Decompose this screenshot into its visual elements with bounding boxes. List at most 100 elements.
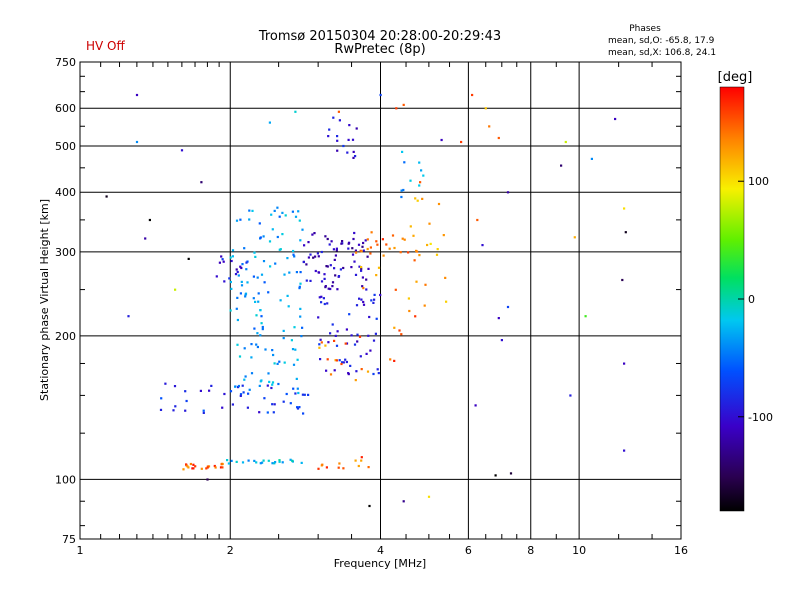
data-point (335, 249, 338, 252)
data-point (403, 238, 406, 241)
data-point (360, 456, 363, 459)
data-point (298, 285, 301, 288)
data-point (237, 274, 240, 277)
data-point (278, 248, 281, 251)
data-point (623, 449, 626, 452)
data-point (338, 359, 341, 362)
data-point (270, 213, 273, 216)
data-point (260, 273, 264, 276)
data-point (246, 406, 249, 409)
data-point (254, 300, 257, 303)
data-point (288, 271, 291, 274)
data-point (357, 464, 360, 468)
data-point (222, 260, 225, 263)
data-point (342, 144, 345, 148)
data-point (184, 409, 187, 412)
data-point (272, 411, 275, 414)
y-tick-label: 200 (55, 330, 76, 343)
data-point (253, 327, 256, 330)
data-point (416, 199, 419, 202)
data-point (324, 235, 327, 238)
data-point (333, 258, 336, 261)
data-point (309, 279, 312, 282)
data-point (292, 253, 295, 256)
data-point (289, 402, 292, 405)
data-point (317, 271, 321, 274)
data-point (291, 210, 294, 213)
data-point (367, 466, 370, 469)
data-point (393, 326, 396, 329)
data-point (424, 283, 427, 286)
data-point (348, 124, 351, 127)
data-point (317, 255, 320, 258)
data-point (283, 273, 286, 276)
data-point (259, 380, 262, 383)
data-point (229, 309, 232, 312)
data-point (370, 231, 373, 234)
data-point (366, 255, 369, 258)
data-point (254, 255, 257, 258)
data-point (444, 276, 447, 279)
data-point (336, 135, 339, 138)
chart-subtitle: RwPretec (8p) (334, 42, 425, 57)
data-point (400, 189, 403, 192)
data-point (245, 261, 248, 264)
data-point (422, 174, 425, 177)
data-point (375, 240, 378, 243)
data-point (174, 288, 177, 291)
data-point (191, 467, 194, 470)
data-point (402, 103, 405, 106)
data-point (407, 251, 410, 254)
data-point (226, 459, 229, 462)
data-point (329, 332, 332, 335)
data-point (360, 250, 363, 253)
data-point (223, 392, 226, 396)
data-point (245, 268, 248, 271)
data-point (300, 335, 303, 338)
data-point (476, 218, 479, 222)
data-point (426, 243, 429, 247)
data-point (590, 157, 593, 160)
data-point (488, 125, 491, 128)
data-point (324, 344, 327, 347)
data-point (402, 188, 405, 192)
data-point (290, 339, 293, 342)
data-point (252, 275, 255, 278)
data-point (281, 233, 284, 236)
data-point (243, 247, 246, 250)
data-point (256, 345, 259, 349)
data-point (366, 247, 369, 251)
data-point (381, 238, 384, 241)
data-point (221, 462, 224, 466)
data-point (442, 234, 445, 237)
data-point (317, 467, 320, 470)
data-point (331, 285, 334, 288)
data-point (262, 459, 265, 462)
data-point (135, 93, 139, 97)
data-point (340, 362, 343, 366)
data-point (260, 322, 263, 325)
data-point (376, 368, 379, 371)
data-point (262, 235, 265, 238)
data-point (282, 329, 285, 332)
data-point (219, 466, 223, 469)
data-point (307, 393, 310, 396)
data-point (347, 247, 350, 250)
data-point (320, 280, 324, 283)
data-point (334, 334, 337, 337)
data-point (257, 292, 260, 295)
data-point (260, 315, 263, 318)
data-point (253, 459, 256, 462)
data-point (242, 391, 245, 394)
data-point (230, 287, 233, 290)
data-point (292, 387, 295, 390)
data-point (423, 304, 426, 307)
data-point (412, 234, 415, 237)
data-point (336, 288, 339, 291)
data-point (200, 181, 203, 184)
data-point (213, 464, 216, 468)
data-point (415, 280, 418, 283)
data-point (278, 360, 281, 363)
data-point (235, 307, 238, 310)
colorbar-tick-label: -100 (748, 411, 773, 424)
